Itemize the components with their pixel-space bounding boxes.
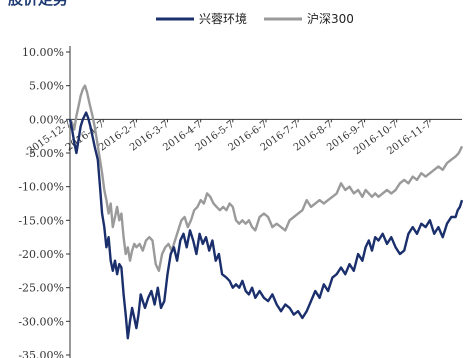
legend-label-index: 沪深300 bbox=[307, 12, 354, 26]
plot-area bbox=[68, 84, 464, 340]
series-line-xingrong bbox=[68, 111, 464, 340]
y-tick-label: -25.00% bbox=[18, 282, 64, 295]
y-axis: 10.00% 5.00% 0.00% -5.00% -10.00% -15.00% -20.… bbox=[18, 46, 71, 358]
y-tick-label: 0.00% bbox=[29, 113, 64, 126]
y-tick-label: 5.00% bbox=[29, 80, 64, 93]
y-tick-label: -10.00% bbox=[18, 181, 64, 194]
chart-title-fragment: 股价走势 bbox=[8, 0, 68, 8]
y-tick-label: -20.00% bbox=[18, 248, 64, 261]
y-tick-label: -5.00% bbox=[25, 147, 64, 160]
legend: 兴蓉环境 沪深300 bbox=[156, 11, 354, 26]
y-tick-label: -30.00% bbox=[18, 315, 64, 328]
series-line-hs300 bbox=[68, 84, 464, 272]
y-tick-label: -15.00% bbox=[18, 214, 64, 227]
legend-label-main: 兴蓉环境 bbox=[199, 11, 247, 26]
y-tick-label: -35.00% bbox=[18, 349, 64, 358]
y-tick-label: 10.00% bbox=[22, 46, 64, 59]
